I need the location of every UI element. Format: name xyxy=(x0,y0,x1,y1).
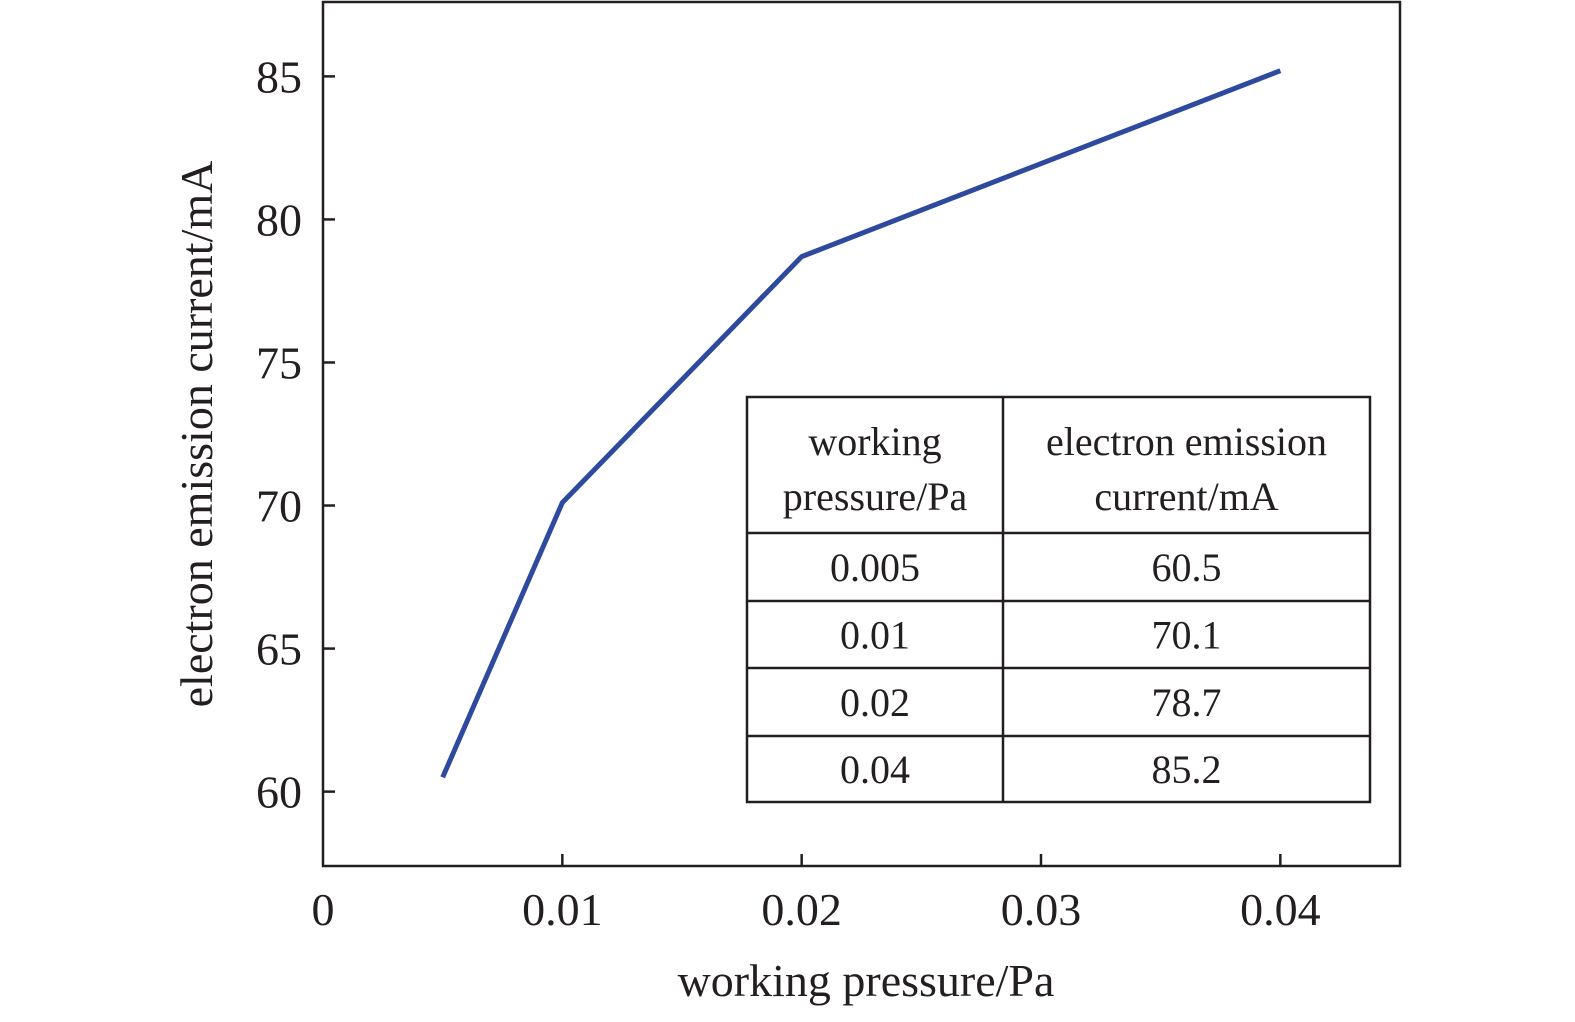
series-line xyxy=(440,68,1282,779)
y-tick-label: 60 xyxy=(256,767,302,818)
x-axis-label: working pressure/Pa xyxy=(678,955,1055,1006)
y-axis-label: electron emission current/mA xyxy=(171,161,222,708)
y-tick-label: 75 xyxy=(256,337,302,388)
table-header-cell: working xyxy=(808,419,941,464)
table-cell: 0.04 xyxy=(840,747,910,792)
table-cell: 78.7 xyxy=(1152,680,1222,725)
x-tick-label: 0.04 xyxy=(1240,884,1321,935)
x-tick-label: 0.01 xyxy=(522,884,603,935)
y-tick-label: 65 xyxy=(256,624,302,675)
table-cell: 85.2 xyxy=(1152,747,1222,792)
y-tick-label: 70 xyxy=(256,481,302,532)
plot-frame xyxy=(321,0,1402,868)
x-tick-label: 0.03 xyxy=(1001,884,1082,935)
table-header-cell: pressure/Pa xyxy=(783,474,968,519)
table-cell: 60.5 xyxy=(1152,545,1222,590)
x-tick-label: 0.02 xyxy=(761,884,842,935)
table-cell: 0.005 xyxy=(830,545,920,590)
table-header-cell: current/mA xyxy=(1094,474,1278,519)
y-tick-label: 85 xyxy=(256,51,302,102)
y-tick-label: 80 xyxy=(256,194,302,245)
table-header-cell: electron emission xyxy=(1046,419,1327,464)
table-cell: 0.01 xyxy=(840,613,910,658)
inset-table: working pressure/Pa electron emission curre… xyxy=(745,395,1372,804)
table-cell: 70.1 xyxy=(1152,613,1222,658)
x-tick-label: 0 xyxy=(312,884,335,935)
table-border xyxy=(745,395,1372,804)
table-cell: 0.02 xyxy=(840,680,910,725)
